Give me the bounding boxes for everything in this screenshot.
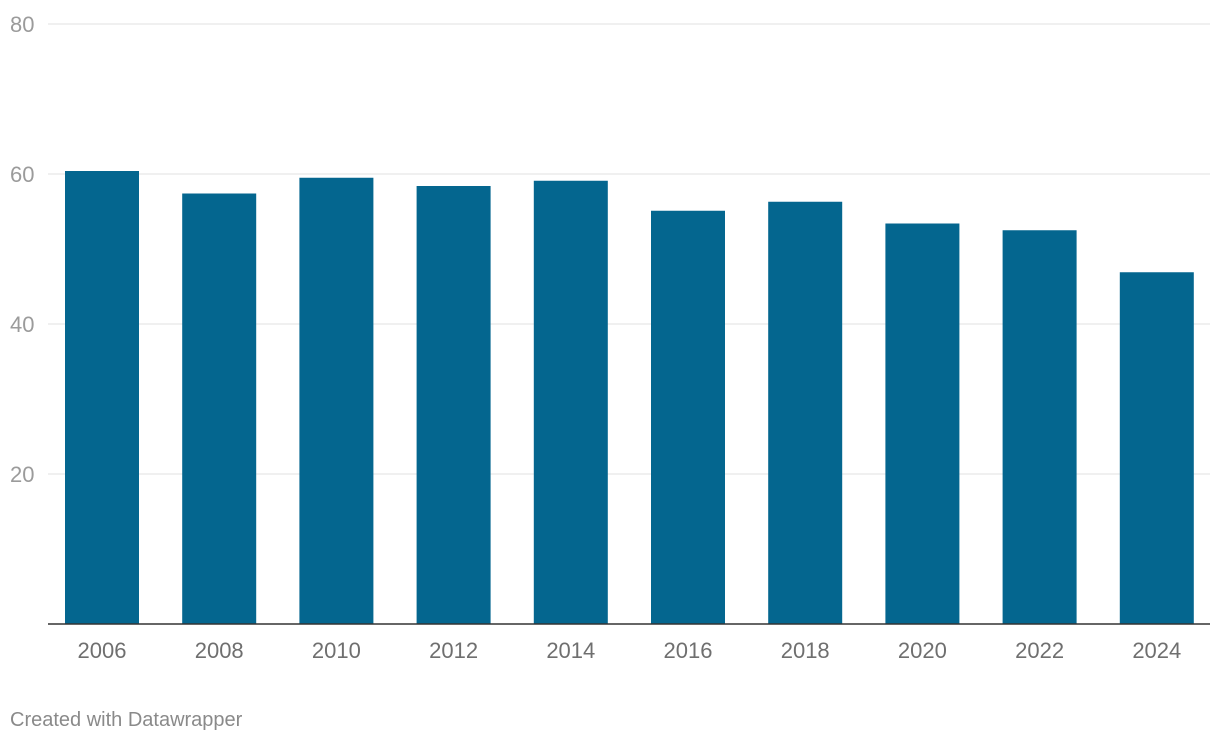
- y-axis-tick-labels: 20 40 60 80: [10, 12, 34, 487]
- x-tick-label-2010: 2010: [312, 638, 361, 663]
- x-tick-label-2014: 2014: [546, 638, 595, 663]
- bar-2006[interactable]: [65, 171, 139, 624]
- x-axis-tick-labels: 2006 2008 2010 2012 2014 2016 2018 2020 2022 2024: [78, 638, 1182, 663]
- bar-2008[interactable]: [182, 193, 257, 625]
- bar-2024[interactable]: [1119, 272, 1194, 624]
- x-tick-label-2020: 2020: [898, 638, 947, 663]
- bar-2018[interactable]: [768, 201, 843, 624]
- x-tick-label-2008: 2008: [195, 638, 244, 663]
- x-tick-label-2022: 2022: [1015, 638, 1064, 663]
- bar-2010[interactable]: [299, 177, 374, 624]
- x-tick-label-2024: 2024: [1132, 638, 1181, 663]
- x-tick-label-2012: 2012: [429, 638, 478, 663]
- y-tick-label-20: 20: [10, 462, 34, 487]
- bar-2022[interactable]: [1002, 230, 1077, 624]
- bar-2016[interactable]: [651, 210, 725, 624]
- bars: [65, 171, 1194, 624]
- bar-chart: 20 40 60 80 2006 2008 2010 2012 2014 2016 2018 202…: [10, 12, 1210, 663]
- bar-2014[interactable]: [533, 180, 608, 624]
- y-tick-label-80: 80: [10, 12, 34, 37]
- y-tick-label-60: 60: [10, 162, 34, 187]
- x-tick-label-2006: 2006: [78, 638, 127, 663]
- datawrapper-credit[interactable]: Created with Datawrapper: [10, 709, 243, 731]
- x-tick-label-2018: 2018: [781, 638, 830, 663]
- y-tick-label-40: 40: [10, 312, 34, 337]
- x-tick-label-2016: 2016: [664, 638, 713, 663]
- bar-2012[interactable]: [416, 186, 491, 624]
- bar-2020[interactable]: [885, 223, 960, 625]
